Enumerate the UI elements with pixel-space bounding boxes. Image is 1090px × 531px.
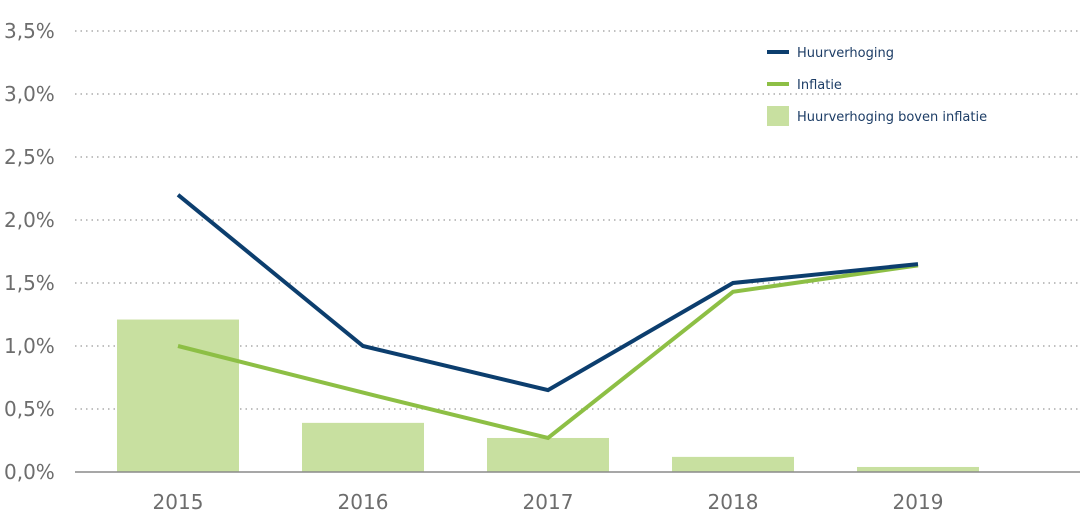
x-tick-label: 2017 [523, 490, 574, 514]
x-tick-label: 2018 [708, 490, 759, 514]
legend-label: Inflatie [797, 78, 842, 93]
bar [487, 437, 609, 472]
series-line [176, 193, 919, 393]
gridlines [75, 30, 1080, 410]
legend-label: Huurverhoging [797, 46, 894, 61]
legend-swatch [767, 106, 789, 126]
series-line [177, 263, 919, 441]
x-tick-label: 2015 [153, 490, 204, 514]
line-series [176, 193, 919, 441]
bar [302, 422, 424, 472]
x-tick-label: 2016 [338, 490, 389, 514]
legend: Huurverhoging Inflatie Huurverhoging boven… [767, 46, 987, 126]
y-tick-label: 2,0% [4, 208, 55, 232]
bar [672, 456, 794, 472]
y-axis-ticks: 0,0% 0,5% 1,0% 1,5% 2,0% 2,5% 3,0% 3,5% [4, 19, 55, 484]
y-tick-label: 0,5% [4, 397, 55, 421]
y-tick-label: 3,5% [4, 19, 55, 43]
y-tick-label: 2,5% [4, 145, 55, 169]
bar-series [117, 319, 979, 472]
y-tick-label: 0,0% [4, 460, 55, 484]
x-axis-ticks: 2015 2016 2017 2018 2019 [153, 490, 944, 514]
bar [857, 466, 979, 472]
y-tick-label: 1,5% [4, 271, 55, 295]
legend-label: Huurverhoging boven inflatie [797, 110, 987, 125]
y-tick-label: 1,0% [4, 334, 55, 358]
y-tick-label: 3,0% [4, 82, 55, 106]
bar [117, 319, 239, 472]
x-tick-label: 2019 [893, 490, 944, 514]
